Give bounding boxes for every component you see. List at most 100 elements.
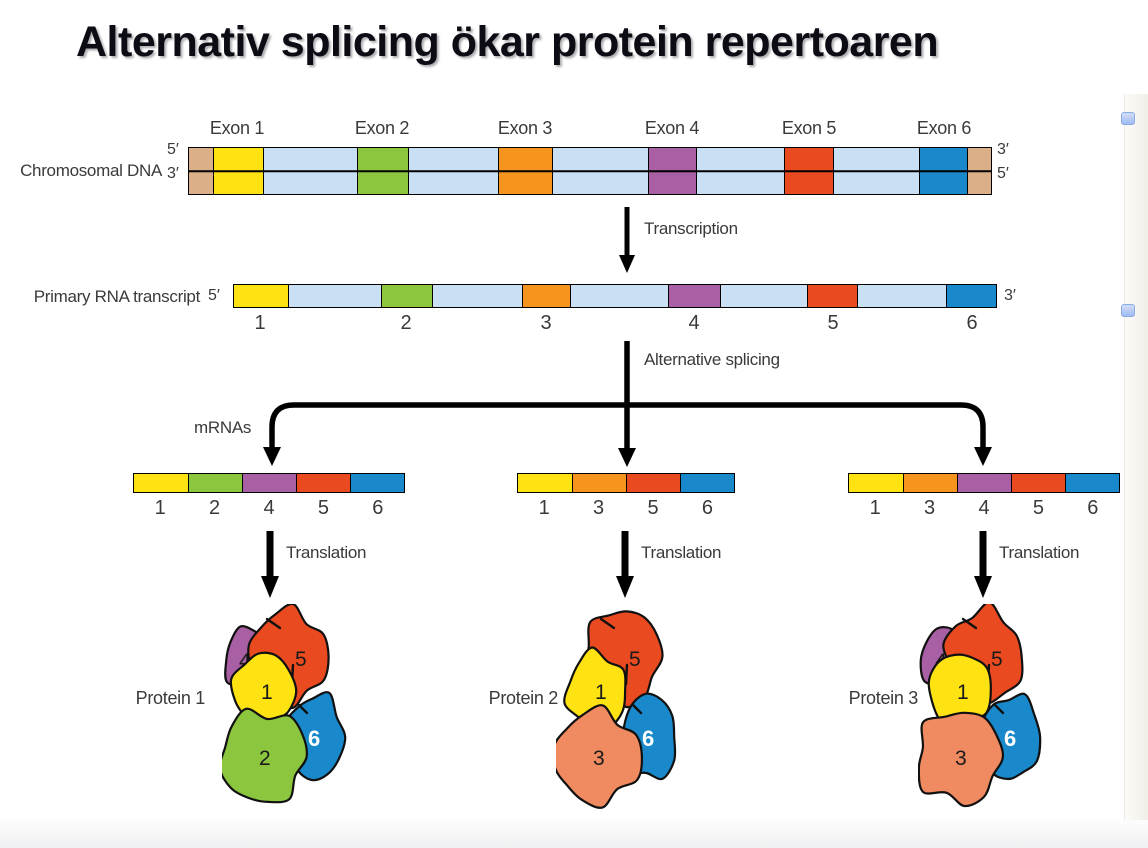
mrna-2-number-5: 5 xyxy=(647,497,659,519)
bottom-panel-edge xyxy=(0,820,1148,848)
protein-subunit-crease-mark xyxy=(599,617,616,630)
mrna-1-number-5: 5 xyxy=(317,497,329,519)
translation-arrow-1 xyxy=(261,531,279,598)
mrna-3-number-1: 1 xyxy=(869,497,881,519)
mrna-bar-2 xyxy=(517,473,735,493)
mrna-1-segment-exon-4 xyxy=(242,474,296,492)
segment-intron xyxy=(719,285,808,307)
rna-exon-number-3: 3 xyxy=(540,312,552,334)
mrna-2-segment-exon-5 xyxy=(625,474,680,492)
protein-2-subunit-3-blob xyxy=(556,704,644,809)
protein-3-subunit-6-number: 6 xyxy=(1004,726,1016,751)
mrna-1-number-6: 6 xyxy=(372,497,384,519)
mrna-1-number-2: 2 xyxy=(209,497,221,519)
segment-exon-2 xyxy=(356,148,409,194)
mrna-1-number-1: 1 xyxy=(154,497,166,519)
segment-intron xyxy=(857,285,947,307)
segment-exon-4 xyxy=(667,285,720,307)
mrna-1-segment-exon-1 xyxy=(134,474,188,492)
rna-3prime: 3′ xyxy=(1004,287,1016,304)
segment-exon-6 xyxy=(919,148,968,194)
exon-label-6: Exon 6 xyxy=(916,118,972,138)
segment-intron xyxy=(432,285,523,307)
segment-exon-2 xyxy=(380,285,433,307)
translation-label-2: Translation xyxy=(641,543,722,562)
segment-end xyxy=(189,148,213,194)
segment-exon-3 xyxy=(498,148,553,194)
chromosomal-dna-label: Chromosomal DNA xyxy=(20,161,162,180)
mrna-2-segment-exon-6 xyxy=(679,474,734,492)
dna-left-5prime: 5′ xyxy=(167,141,179,158)
alternative-splicing-arrow xyxy=(263,341,992,467)
mrna-3-segment-exon-4 xyxy=(957,474,1011,492)
protein-3-subunit-3-blob xyxy=(918,711,1005,808)
segment-intron xyxy=(833,148,920,194)
mrna-2-number-6: 6 xyxy=(701,497,713,519)
translation-label-1: Translation xyxy=(286,543,367,562)
protein-1-subunit-1-number: 1 xyxy=(261,681,273,704)
mrna-1-number-4: 4 xyxy=(263,497,275,519)
translation-arrow-3 xyxy=(974,531,992,598)
mrna-2-number-3: 3 xyxy=(593,497,605,519)
mrna-1-segment-exon-6 xyxy=(350,474,404,492)
primary-rna-label: Primary RNA transcript xyxy=(33,287,201,306)
segment-exon-4 xyxy=(647,148,696,194)
segment-intron xyxy=(262,148,357,194)
mrna-2-number-1: 1 xyxy=(538,497,550,519)
protein-3-subunit-5-number: 5 xyxy=(991,648,1003,671)
translation-label-3: Translation xyxy=(999,543,1080,562)
scrollbar-track[interactable] xyxy=(1124,94,1148,820)
mrna-3-number-6: 6 xyxy=(1087,497,1099,519)
dna-right-5prime: 5′ xyxy=(997,165,1009,182)
exon-label-1: Exon 1 xyxy=(209,118,265,138)
dna-right-3prime: 3′ xyxy=(997,141,1009,158)
mrna-2-segment-exon-1 xyxy=(518,474,572,492)
segment-exon-1 xyxy=(212,148,263,194)
scrollbar-button-top[interactable] xyxy=(1121,112,1135,125)
transcription-arrow xyxy=(619,207,635,273)
mrna-1-segment-exon-5 xyxy=(296,474,350,492)
protein-3-cluster: 45163 xyxy=(918,604,1042,808)
protein-1-subunit-2-number: 2 xyxy=(259,747,271,770)
dna-left-3prime: 3′ xyxy=(167,165,179,182)
primary-rna-bar xyxy=(233,284,997,308)
protein-2-subunit-6-number: 6 xyxy=(642,726,654,751)
protein-subunit-crease-mark xyxy=(993,703,1005,715)
protein-3-subunit-1-number: 1 xyxy=(957,681,969,704)
mrna-bar-1 xyxy=(133,473,405,493)
segment-intron xyxy=(408,148,499,194)
rna-exon-number-6: 6 xyxy=(966,312,978,334)
protein-subunit-crease-mark xyxy=(961,617,978,630)
protein-2-subunit-5-number: 5 xyxy=(629,648,641,671)
segment-exon-5 xyxy=(783,148,834,194)
protein-3-subunit-3-number: 3 xyxy=(955,747,967,770)
rna-5prime: 5′ xyxy=(208,287,220,304)
translation-arrow-2 xyxy=(616,531,634,598)
chromosomal-dna-bar xyxy=(188,147,992,195)
mrna-3-number-4: 4 xyxy=(978,497,990,519)
exon-label-3: Exon 3 xyxy=(497,118,553,138)
segment-intron xyxy=(287,285,381,307)
segment-intron xyxy=(552,148,648,194)
exon-label-5: Exon 5 xyxy=(781,118,837,138)
mrna-1-segment-exon-2 xyxy=(188,474,242,492)
slide-title: Alternativ splicing ökar protein reperto… xyxy=(76,18,939,66)
mrna-bar-3 xyxy=(848,473,1120,493)
protein-1-subunit-5-number: 5 xyxy=(295,648,307,671)
segment-exon-3 xyxy=(522,285,571,307)
scrollbar-button-bottom[interactable] xyxy=(1121,304,1135,317)
protein-1-label: Protein 1 xyxy=(135,688,206,708)
mrna-3-segment-exon-5 xyxy=(1011,474,1065,492)
segment-exon-1 xyxy=(234,285,288,307)
protein-subunit-crease-mark xyxy=(631,703,643,715)
mrna-3-segment-exon-3 xyxy=(903,474,957,492)
mrna-3-number-5: 5 xyxy=(1032,497,1044,519)
segment-intron xyxy=(570,285,668,307)
rna-exon-number-2: 2 xyxy=(400,312,412,334)
protein-2-cluster: 51 6 3 xyxy=(556,610,677,809)
protein-subunit-crease-mark xyxy=(265,617,282,630)
mrna-3-segment-exon-1 xyxy=(849,474,903,492)
segment-exon-6 xyxy=(946,285,996,307)
